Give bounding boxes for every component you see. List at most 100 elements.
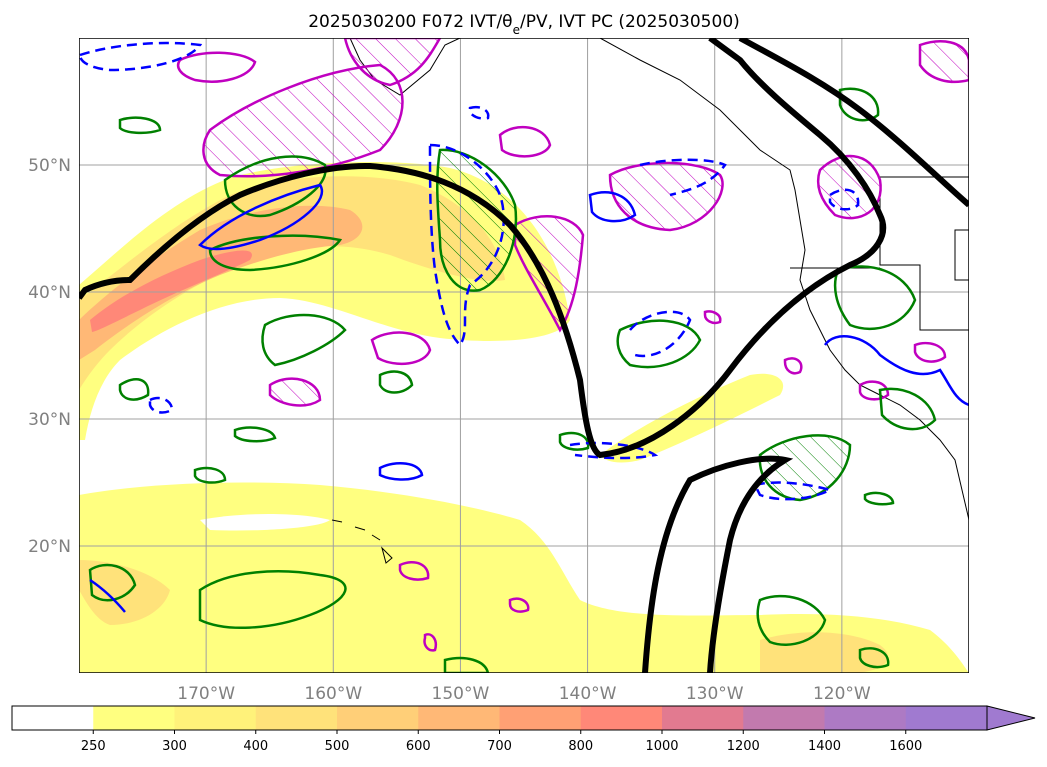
- green-contour-11: [198, 570, 347, 630]
- colorbar-tick-label: 1600: [889, 739, 922, 754]
- blue-contour-3: [378, 462, 424, 481]
- ivt-band-600-north: [79, 205, 363, 360]
- magenta-contour-5: [816, 154, 882, 220]
- magenta-contour-7: [176, 51, 257, 83]
- green-contour-5: [378, 370, 414, 394]
- lon-tick-label: 160°W: [304, 684, 362, 704]
- ivt-principal-component-contours: [79, 38, 969, 673]
- magenta-contour-2: [343, 38, 442, 87]
- hawaii-islands: [331, 519, 393, 564]
- green-contour-14: [443, 656, 490, 673]
- blue-contour-4: [823, 335, 969, 407]
- colorbar-segment: [255, 706, 338, 730]
- colorbar-segment: [743, 706, 825, 730]
- magenta-contour-13: [398, 561, 430, 581]
- green-contour-18: [233, 426, 277, 443]
- green-contour-19: [193, 466, 227, 484]
- colorbar-tick-label: 1400: [808, 739, 841, 754]
- blue-contour-1: [198, 183, 324, 251]
- green-contour-21: [118, 116, 162, 135]
- pc-contour-northeast: [738, 38, 969, 208]
- green-contour-15: [838, 87, 880, 122]
- lat-tick-label: 40°N: [28, 283, 71, 303]
- us-state-border-3: [954, 229, 969, 281]
- ivt-colorbar: 250 300 400 500 600 700 800 1000 1200 1400 1600: [11, 705, 1036, 754]
- colorbar-tick-label: 800: [568, 739, 593, 754]
- axis-labels: 50°N 40°N 30°N 20°N 170°W 160°W 150°W 140°W 130°…: [28, 156, 871, 704]
- lat-tick-label: 20°N: [28, 537, 71, 557]
- magenta-contour-3: [513, 215, 585, 333]
- colorbar-segment: [499, 706, 582, 730]
- colorbar-tick-label: 600: [406, 739, 431, 754]
- colorbar-segment: [93, 706, 175, 730]
- blue-dashed-contour-4: [629, 310, 692, 358]
- magenta-hatched-contours: [176, 38, 969, 652]
- colorbar-extend-arrow: [986, 705, 1036, 731]
- colorbar-tick-label: 700: [487, 739, 512, 754]
- green-contour-17: [558, 431, 590, 451]
- blue-dashed-contour-8: [148, 396, 174, 414]
- colorbar-segment: [824, 706, 907, 730]
- chart-title: 2025030200 F072 IVT/θe/PV, IVT PC (20250…: [308, 12, 740, 37]
- green-contour-7: [616, 319, 702, 369]
- green-contour-2: [223, 155, 327, 218]
- lon-tick-label: 120°W: [813, 684, 871, 704]
- pv-contours: [79, 41, 969, 613]
- magenta-contour-10: [268, 377, 322, 407]
- pc-contour-main: [79, 38, 887, 459]
- colorbar-segment: [337, 706, 419, 730]
- green-contour-4: [261, 313, 347, 367]
- green-contour-3: [208, 234, 343, 272]
- blue-dashed-contour-9: [468, 105, 490, 120]
- ivt-band-800-north: [90, 250, 252, 332]
- magenta-contour-17: [703, 310, 722, 325]
- magenta-contour-9: [370, 331, 432, 365]
- colorbar-segment: [12, 706, 94, 730]
- colorbar-tick-label: 300: [162, 739, 187, 754]
- lon-tick-label: 150°W: [432, 684, 490, 704]
- blue-contour-2: [588, 191, 637, 223]
- magenta-contour-11: [858, 380, 890, 401]
- ivt-white-gap: [200, 514, 330, 531]
- blue-dashed-contour-1: [428, 143, 505, 347]
- magenta-contour-12: [913, 341, 947, 363]
- blue-dashed-contour-3: [639, 158, 727, 197]
- green-contour-20: [863, 491, 895, 506]
- green-contour-8: [758, 434, 852, 502]
- ivt-band-south-east: [760, 632, 889, 673]
- colorbar-tick-label: 1000: [645, 739, 678, 754]
- lat-tick-label: 30°N: [28, 410, 71, 430]
- colorbar-tick-label: 400: [243, 739, 268, 754]
- magenta-contour-14: [508, 597, 530, 613]
- colorbar-segment: [905, 706, 988, 730]
- blue-dashed-contour-5: [753, 481, 834, 501]
- colorbar-segment: [418, 706, 500, 730]
- blue-dashed-contour-2: [79, 41, 203, 72]
- ivt-band-subtropical-south: [79, 482, 969, 673]
- green-contour-16: [858, 647, 890, 669]
- green-contour-12: [88, 563, 137, 602]
- magenta-contour-8: [498, 125, 552, 158]
- lon-tick-label: 130°W: [686, 684, 744, 704]
- colorbar-segment: [662, 706, 744, 730]
- magenta-contour-1: [202, 63, 404, 178]
- green-contour-6: [118, 378, 150, 401]
- blue-dashed-contour-7: [828, 188, 860, 211]
- colorbar-tick-label: 500: [325, 739, 350, 754]
- lat-tick-label: 50°N: [28, 156, 71, 176]
- us-state-border-1: [879, 177, 969, 331]
- green-contour-9: [833, 265, 917, 330]
- lon-tick-label: 170°W: [177, 684, 235, 704]
- map-panel: [79, 38, 969, 673]
- colorbar-segment: [580, 706, 663, 730]
- colorbar-segment: [174, 706, 257, 730]
- magenta-contour-16: [783, 357, 803, 375]
- blue-dashed-contour-6: [569, 441, 659, 460]
- pc-contour-south: [642, 455, 794, 673]
- colorbar-tick-label: 250: [81, 739, 106, 754]
- magenta-contour-15: [423, 633, 437, 652]
- blue-contour-5: [89, 578, 126, 613]
- ivt-band-south-inner: [79, 560, 170, 625]
- magenta-contour-6: [918, 40, 969, 84]
